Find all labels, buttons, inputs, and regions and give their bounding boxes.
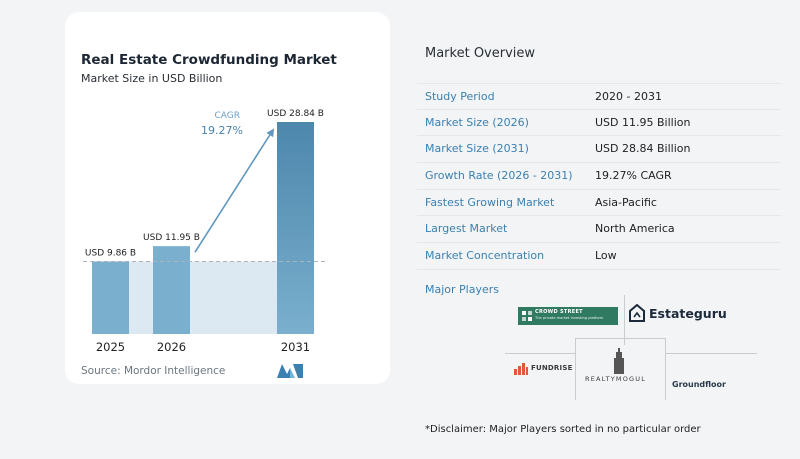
market-overview-panel: Market Overview Study Period 2020 - 2031… bbox=[400, 0, 800, 459]
fundrise-icon bbox=[514, 363, 528, 375]
overview-row: Growth Rate (2026 - 2031) 19.27% CAGR bbox=[417, 163, 781, 190]
crowdstreet-name: CROWD STREET bbox=[535, 309, 583, 315]
overview-row: Study Period 2020 - 2031 bbox=[417, 83, 781, 110]
crowdstreet-tagline: The private market investing platform bbox=[535, 316, 604, 320]
overview-row: Market Size (2031) USD 28.84 Billion bbox=[417, 136, 781, 164]
overview-row: Largest Market North America bbox=[417, 216, 781, 244]
value-label-2025: USD 9.86 B bbox=[85, 249, 136, 259]
row-label: Study Period bbox=[425, 90, 495, 103]
disclaimer: *Disclaimer: Major Players sorted in no … bbox=[425, 424, 701, 435]
bar-2025 bbox=[92, 261, 129, 334]
cagr-value: 19.27% bbox=[201, 124, 243, 137]
estateguru-name: Estateguru bbox=[649, 306, 727, 321]
cagr-arrow bbox=[194, 128, 275, 253]
row-value: Low bbox=[595, 249, 617, 263]
bar-2026 bbox=[153, 246, 190, 334]
logo-divider bbox=[665, 338, 666, 400]
bar-chart: USD 9.86 B 2025 USD 11.95 B 2026 USD 28.84 B… bbox=[83, 109, 327, 354]
row-label: Market Concentration bbox=[425, 249, 545, 263]
value-label-2031: USD 28.84 B bbox=[267, 109, 324, 119]
row-label: Market Size (2026) bbox=[425, 115, 529, 129]
value-label-2026: USD 11.95 B bbox=[143, 233, 200, 243]
cagr-label: CAGR bbox=[214, 111, 240, 121]
fundrise-name: FUNDRISE bbox=[531, 364, 573, 372]
overview-row: Market Size (2026) USD 11.95 Billion bbox=[417, 110, 781, 137]
major-players-logos: CROWD STREET The private market investin… bbox=[505, 290, 765, 410]
realtymogul-building-icon bbox=[614, 348, 624, 374]
row-label: Market Size (2031) bbox=[425, 142, 529, 156]
logo-divider bbox=[505, 353, 575, 354]
crowdstreet-logo: CROWD STREET The private market investin… bbox=[518, 307, 618, 325]
overview-row: Fastest Growing Market Asia-Pacific bbox=[417, 190, 781, 217]
realtymogul-logo: REALTYMOGUL bbox=[579, 348, 659, 384]
row-value: North America bbox=[595, 222, 675, 236]
overview-row: Market Concentration Low bbox=[417, 243, 781, 270]
row-value: USD 11.95 Billion bbox=[595, 115, 691, 129]
chart-title: Real Estate Crowdfunding Market bbox=[81, 52, 337, 68]
x-tick-label-2031: 2031 bbox=[281, 340, 310, 354]
chart-card: Real Estate Crowdfunding Market Market S… bbox=[65, 12, 390, 384]
overview-title: Market Overview bbox=[425, 46, 536, 61]
x-tick-label-2025: 2025 bbox=[96, 340, 125, 354]
logo-divider bbox=[624, 295, 625, 345]
groundfloor-logo: Groundfloor bbox=[672, 372, 726, 391]
logo-divider bbox=[575, 338, 665, 339]
row-value: Asia-Pacific bbox=[595, 195, 657, 209]
chart-subtitle: Market Size in USD Billion bbox=[81, 72, 223, 85]
estateguru-house-icon bbox=[629, 304, 645, 322]
groundfloor-name: Groundfloor bbox=[672, 380, 726, 389]
row-label: Growth Rate (2026 - 2031) bbox=[425, 169, 573, 183]
row-value: 19.27% CAGR bbox=[595, 169, 672, 183]
logo-divider bbox=[575, 338, 576, 400]
row-label: Largest Market bbox=[425, 222, 508, 236]
logo-divider bbox=[665, 353, 757, 354]
realtymogul-name: REALTYMOGUL bbox=[585, 375, 647, 383]
row-value: 2020 - 2031 bbox=[595, 90, 662, 103]
major-players-title: Major Players bbox=[425, 283, 499, 296]
mordor-logo-icon bbox=[277, 364, 303, 378]
crowdstreet-icon bbox=[522, 311, 532, 321]
x-tick-label-2026: 2026 bbox=[157, 340, 186, 354]
row-value: USD 28.84 Billion bbox=[595, 142, 691, 156]
overview-table: Study Period 2020 - 2031 Market Size (20… bbox=[417, 83, 781, 270]
bar-2031 bbox=[277, 122, 314, 334]
row-label: Fastest Growing Market bbox=[425, 195, 555, 209]
source-note: Source: Mordor Intelligence bbox=[81, 365, 226, 377]
